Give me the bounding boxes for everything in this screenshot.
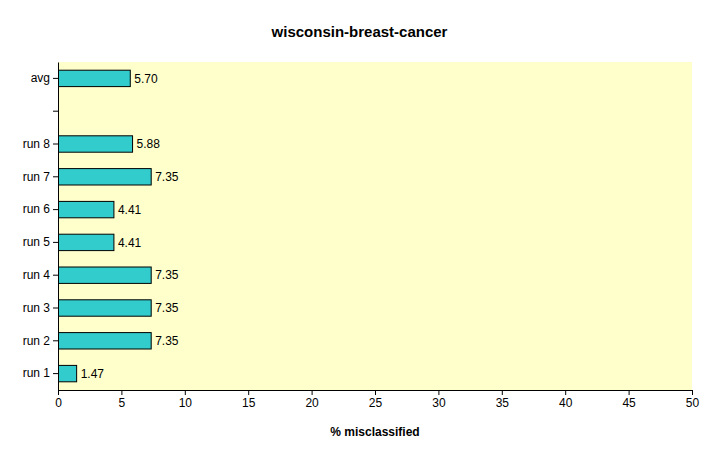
bar <box>58 300 151 316</box>
data-label: 5.88 <box>137 137 161 151</box>
bar <box>58 333 151 349</box>
x-tick-label: 45 <box>622 396 636 410</box>
title: wisconsin-breast-cancer <box>271 23 448 40</box>
y-tick-mark <box>53 308 58 309</box>
x-tick: 40 <box>559 390 573 410</box>
y-tick-mark <box>53 340 58 341</box>
bar <box>58 169 151 185</box>
y-tick-label: run 1 <box>23 366 51 380</box>
bar <box>58 70 130 86</box>
data-label: 5.70 <box>134 72 158 86</box>
x-tick-label: 25 <box>369 396 383 410</box>
y-tick: run 7 <box>23 170 58 184</box>
x-tick: 15 <box>242 390 256 410</box>
y-tick-mark <box>53 78 58 79</box>
x-tick-label: 20 <box>305 396 319 410</box>
y-tick-mark <box>53 144 58 145</box>
data-label: 7.35 <box>155 301 179 315</box>
x-tick-mark <box>312 390 313 395</box>
data-label: 7.35 <box>155 170 179 184</box>
x-tick-mark <box>438 390 439 395</box>
y-tick-mark <box>53 176 58 177</box>
y-tick: run 6 <box>23 202 58 216</box>
y-tick: run 3 <box>23 301 58 315</box>
x-tick: 50 <box>686 390 700 410</box>
x-tick-label: 30 <box>432 396 446 410</box>
y-tick-label: avg <box>31 71 50 85</box>
data-label: 7.35 <box>155 268 179 282</box>
y-tick <box>53 111 58 112</box>
x-tick: 10 <box>179 390 193 410</box>
x-tick-label: 40 <box>559 396 573 410</box>
y-tick: run 2 <box>23 334 58 348</box>
y-tick-label: run 6 <box>23 202 51 216</box>
y-tick-label: run 4 <box>23 268 51 282</box>
x-tick-label: 5 <box>119 396 126 410</box>
data-label: 4.41 <box>118 203 142 217</box>
y-tick-label: run 2 <box>23 334 51 348</box>
x-tick-mark <box>185 390 186 395</box>
chart: wisconsin-breast-cancer 1.47 7.35 7.35 7.35 4… <box>0 0 719 461</box>
x-tick: 0 <box>55 390 62 410</box>
x-tick-label: 15 <box>242 396 256 410</box>
x-tick-label: 35 <box>496 396 510 410</box>
x-tick-mark <box>248 390 249 395</box>
y-tick-label: run 3 <box>23 301 51 315</box>
x-tick-mark <box>502 390 503 395</box>
bar <box>58 136 133 152</box>
y-tick-label: run 5 <box>23 235 51 249</box>
y-tick: run 8 <box>23 137 58 151</box>
y-tick-mark <box>53 111 58 112</box>
x-tick: 35 <box>496 390 510 410</box>
x-axis: 0 5 10 15 20 25 30 35 40 45 50 <box>55 390 699 410</box>
y-tick-label: run 8 <box>23 137 51 151</box>
y-tick-mark <box>53 209 58 210</box>
x-tick: 20 <box>305 390 319 410</box>
bar <box>58 267 151 283</box>
y-tick: run 4 <box>23 268 58 282</box>
y-tick-label: run 7 <box>23 170 51 184</box>
x-tick: 5 <box>119 390 126 410</box>
x-tick-mark <box>58 390 59 395</box>
y-tick: avg <box>31 71 58 85</box>
data-label: 1.47 <box>81 367 105 381</box>
y-axis: run 1 run 2 run 3 run 4 run 5 run 6 run 7 run 8… <box>23 63 59 391</box>
x-tick-mark <box>565 390 566 395</box>
data-labels: 1.47 7.35 7.35 7.35 4.41 4.41 7.35 5.88 5.70 <box>81 72 179 381</box>
bar <box>58 201 114 217</box>
bars <box>58 70 151 382</box>
x-axis-title: % misclassified <box>330 425 419 439</box>
plot: 1.47 7.35 7.35 7.35 4.41 4.41 7.35 5.88 5.70 0 5 10… <box>23 62 700 410</box>
y-tick-mark <box>53 242 58 243</box>
data-label: 4.41 <box>118 236 142 250</box>
plot-background <box>58 62 692 390</box>
bar <box>58 234 114 250</box>
x-tick-mark <box>692 390 693 395</box>
bar <box>58 365 77 381</box>
y-tick-mark <box>53 373 58 374</box>
x-tick-mark <box>629 390 630 395</box>
y-tick: run 5 <box>23 235 58 249</box>
x-tick: 30 <box>432 390 446 410</box>
x-tick-label: 10 <box>179 396 193 410</box>
x-tick-mark <box>121 390 122 395</box>
x-tick-label: 50 <box>686 396 700 410</box>
y-axis-line <box>58 63 59 391</box>
x-tick: 45 <box>622 390 636 410</box>
y-tick-mark <box>53 275 58 276</box>
data-label: 7.35 <box>155 334 179 348</box>
x-tick: 25 <box>369 390 383 410</box>
x-tick-label: 0 <box>55 396 62 410</box>
y-tick: run 1 <box>23 366 58 380</box>
x-tick-mark <box>375 390 376 395</box>
